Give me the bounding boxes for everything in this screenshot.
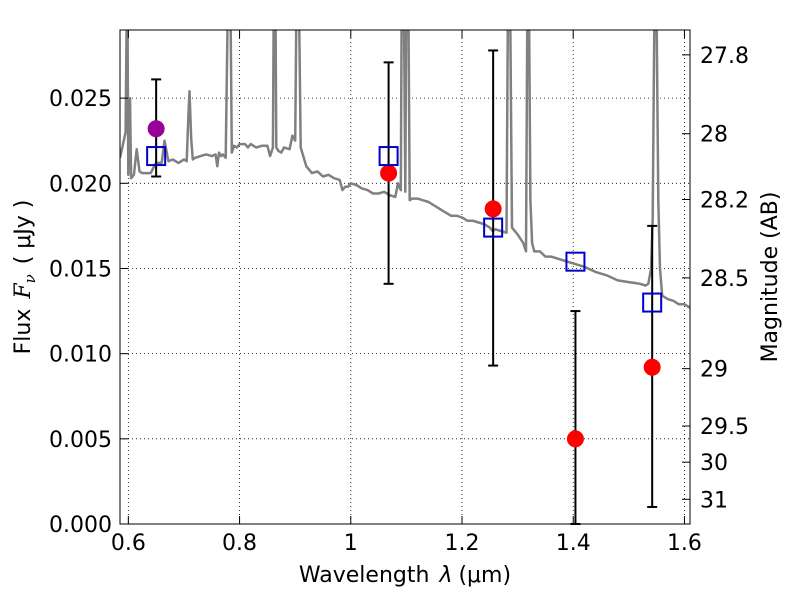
observed-point	[643, 358, 661, 376]
mag-tick-label: 31	[700, 488, 728, 513]
x-tick-label: 1.4	[556, 531, 591, 556]
x-tick-label: 1.6	[667, 531, 702, 556]
model-point	[565, 251, 586, 272]
mag-tick-label: 29	[700, 358, 728, 383]
model-point	[483, 217, 504, 238]
mag-tick-label: 29.5	[700, 415, 749, 440]
y-tick-label: 0.000	[49, 513, 112, 538]
y-axis-ticks: 0.000 0.005 0.010 0.015 0.020 0.025	[49, 87, 128, 538]
mag-tick-label: 30	[700, 451, 728, 476]
mag-tick-label: 28.5	[700, 267, 749, 292]
y-tick-label: 0.005	[49, 428, 112, 453]
observed-point	[566, 430, 584, 448]
plot-frame	[119, 29, 691, 525]
sed-line	[120, 30, 690, 309]
mag-tick-label: 28	[700, 123, 728, 148]
x-axis-ticks: 0.6 0.8 1 1.2 1.4 1.6	[111, 30, 702, 556]
y-tick-label: 0.010	[49, 343, 112, 368]
x-tick-label: 1.2	[445, 531, 480, 556]
x-tick-label: 0.8	[222, 531, 257, 556]
observed-point	[380, 164, 398, 182]
y-tick-label: 0.025	[49, 87, 112, 112]
observed-points	[147, 120, 661, 448]
model-point	[642, 292, 663, 313]
model-point	[146, 146, 167, 167]
observed-point	[147, 120, 165, 138]
magnitude-axis-ticks: 27.8 28 28.2 28.5 29 29.5 30 31	[682, 44, 749, 513]
y-tick-label: 0.015	[49, 257, 112, 282]
y-tick-label: 0.020	[49, 172, 112, 197]
x-axis-label: Wavelength λ (μm)	[299, 563, 511, 588]
mag-tick-label: 28.2	[700, 188, 749, 213]
model-photometry-points	[146, 146, 663, 313]
mag-tick-label: 27.8	[700, 44, 749, 69]
observed-point	[484, 200, 502, 218]
x-tick-label: 1	[344, 531, 358, 556]
x-tick-label: 0.6	[111, 531, 146, 556]
model-point	[378, 146, 399, 167]
y-axis-label: FluxFν( μJy )	[11, 200, 39, 355]
magnitude-axis-label: Magnitude (AB)	[758, 192, 783, 363]
model-sed-line	[120, 30, 690, 309]
